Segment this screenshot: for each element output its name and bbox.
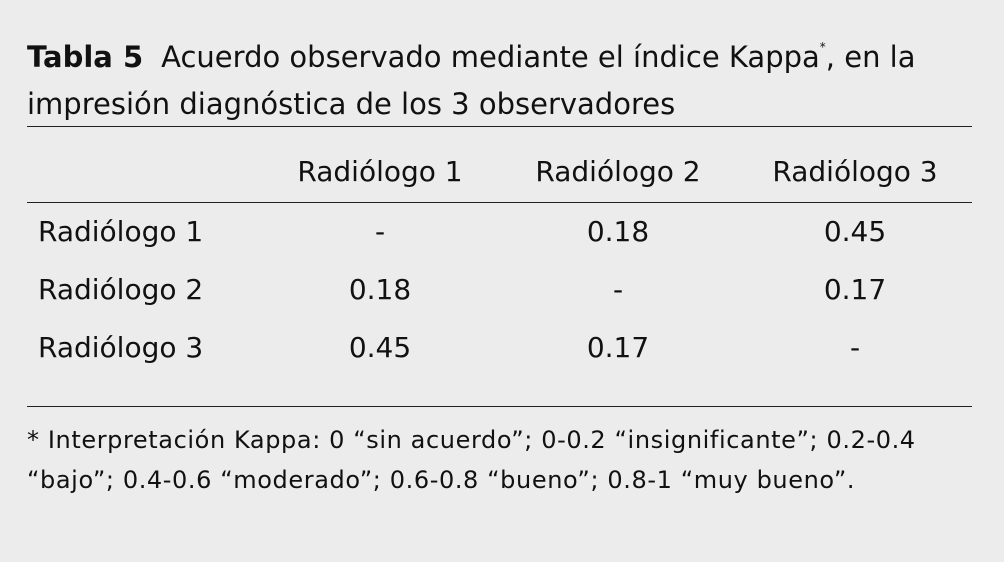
rule — [27, 406, 972, 407]
caption-label: Tabla 5 — [27, 40, 144, 74]
table-cell: 0.17 — [586, 331, 650, 364]
caption: Tabla 5 Acuerdo observado mediante el índ… — [27, 24, 977, 128]
row-label: Radiólogo 2 — [38, 273, 204, 306]
table-cell: 0.45 — [823, 215, 887, 248]
table-cell: - — [374, 215, 386, 248]
column-header: Radiólogo 1 — [297, 155, 463, 188]
row-label: Radiólogo 3 — [38, 331, 204, 364]
caption-text: Acuerdo observado mediante el índice Kap… — [161, 40, 820, 74]
caption-text-end: , en la impresión diagnóstica de los 3 o… — [27, 40, 916, 121]
rule — [27, 126, 972, 127]
rule — [27, 202, 972, 203]
column-header: Radiólogo 2 — [535, 155, 701, 188]
table-cell: 0.17 — [823, 273, 887, 306]
table-cell: - — [849, 331, 861, 364]
table-cell: 0.45 — [348, 331, 412, 364]
table-cell: 0.18 — [586, 215, 650, 248]
table-cell: - — [612, 273, 624, 306]
caption-mark: * — [819, 40, 826, 54]
row-label: Radiólogo 1 — [38, 215, 204, 248]
column-header: Radiólogo 3 — [772, 155, 938, 188]
footnote: * Interpretación Kappa: 0 “sin acuerdo”;… — [27, 426, 916, 494]
table-cell: 0.18 — [348, 273, 412, 306]
